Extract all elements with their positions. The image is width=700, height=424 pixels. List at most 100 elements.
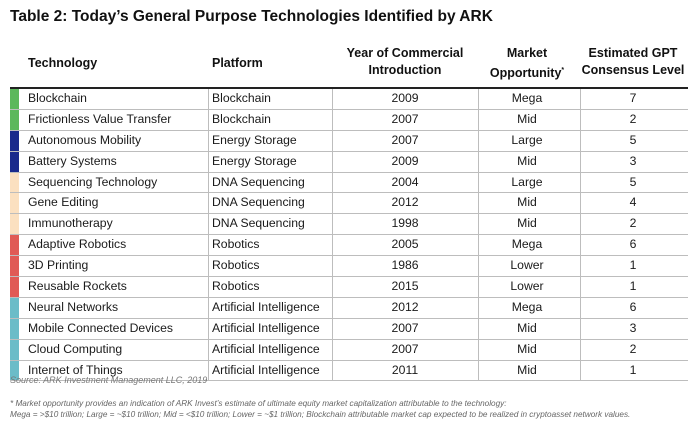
platform-color-bar xyxy=(10,130,19,151)
cell-technology: Gene Editing xyxy=(28,195,99,210)
cell-platform: Robotics xyxy=(212,237,260,252)
cell-platform: DNA Sequencing xyxy=(212,216,305,231)
column-divider xyxy=(478,109,479,130)
cell-platform: Artificial Intelligence xyxy=(212,299,320,314)
column-divider xyxy=(332,339,333,360)
column-divider xyxy=(332,235,333,256)
platform-color-bar xyxy=(10,151,19,172)
cell-market: Lower xyxy=(510,258,544,273)
cell-technology: Neural Networks xyxy=(28,299,119,314)
column-divider xyxy=(478,172,479,193)
cell-technology: Mobile Connected Devices xyxy=(28,320,173,335)
cell-year: 2004 xyxy=(391,174,419,189)
cell-platform: Artificial Intelligence xyxy=(212,362,320,377)
column-divider xyxy=(478,235,479,256)
column-divider xyxy=(332,277,333,297)
cell-technology: Sequencing Technology xyxy=(28,174,158,189)
column-divider xyxy=(478,130,479,151)
header-platform: Platform xyxy=(212,56,263,70)
cell-gpt-level: 1 xyxy=(629,362,637,377)
footnote-line1: * Market opportunity provides an indicat… xyxy=(10,399,507,408)
column-divider xyxy=(208,235,209,256)
table-row: Immunotherapy DNA Sequencing 1998 Mid 2 xyxy=(10,214,688,236)
table-row: Neural Networks Artificial Intelligence 20… xyxy=(10,297,688,319)
table-row: Gene Editing DNA Sequencing 2012 Mid 4 xyxy=(10,193,688,215)
cell-market: Mid xyxy=(517,195,537,210)
column-divider xyxy=(208,277,209,297)
cell-technology: Blockchain xyxy=(28,91,87,105)
header-gpt-line2: Consensus Level xyxy=(581,63,685,77)
cell-platform: Blockchain xyxy=(212,111,271,126)
cell-gpt-level: 5 xyxy=(629,132,637,147)
gpt-table: Technology Platform Year of Commercial I… xyxy=(10,40,688,382)
table-title: Table 2: Today’s General Purpose Technol… xyxy=(10,8,493,25)
cell-platform: Artificial Intelligence xyxy=(212,341,320,356)
table-row: Autonomous Mobility Energy Storage 2007 Lar… xyxy=(10,130,688,152)
platform-color-bar xyxy=(10,214,19,235)
cell-platform: Robotics xyxy=(212,279,260,294)
platform-color-bar xyxy=(10,172,19,193)
table-row: Internet of Things Artificial Intelligenc… xyxy=(10,360,688,382)
cell-year: 2009 xyxy=(391,153,419,168)
cell-gpt-level: 4 xyxy=(629,195,637,210)
cell-year: 2012 xyxy=(391,299,419,314)
header-gpt-line1: Estimated GPT xyxy=(588,46,678,60)
cell-market: Large xyxy=(511,174,543,189)
column-divider xyxy=(478,318,479,339)
cell-market: Mega xyxy=(511,299,543,314)
header-market-line2-wrap: Opportunity* xyxy=(472,62,582,82)
header-year-line2: Introduction xyxy=(368,63,442,77)
cell-year: 2012 xyxy=(391,195,419,210)
cell-technology: Cloud Computing xyxy=(28,341,123,356)
cell-market: Lower xyxy=(510,279,544,294)
platform-color-bar xyxy=(10,235,19,256)
cell-gpt-level: 2 xyxy=(629,111,637,126)
column-divider xyxy=(478,256,479,277)
column-divider xyxy=(208,256,209,277)
header-market-footnote-mark: * xyxy=(561,67,565,74)
column-divider xyxy=(332,109,333,130)
column-divider xyxy=(208,360,209,381)
cell-year: 2007 xyxy=(391,320,419,335)
platform-color-bar xyxy=(10,297,19,318)
column-divider xyxy=(580,318,581,339)
column-divider xyxy=(332,130,333,151)
column-divider xyxy=(332,256,333,277)
header-gpt: Estimated GPT Consensus Level xyxy=(578,45,688,79)
column-divider xyxy=(208,339,209,360)
cell-market: Large xyxy=(511,132,543,147)
cell-gpt-level: 2 xyxy=(629,216,637,231)
column-divider xyxy=(580,235,581,256)
platform-color-bar xyxy=(10,339,19,360)
cell-platform: Energy Storage xyxy=(212,153,297,168)
column-divider xyxy=(208,89,209,109)
column-divider xyxy=(580,151,581,172)
cell-market: Mega xyxy=(511,237,543,252)
cell-gpt-level: 5 xyxy=(629,174,637,189)
column-divider xyxy=(208,130,209,151)
cell-year: 2007 xyxy=(391,341,419,356)
column-divider xyxy=(208,318,209,339)
column-divider xyxy=(208,151,209,172)
column-divider xyxy=(208,214,209,235)
column-divider xyxy=(580,172,581,193)
column-divider xyxy=(478,214,479,235)
header-year: Year of Commercial Introduction xyxy=(330,45,480,79)
cell-market: Mid xyxy=(517,341,537,356)
column-divider xyxy=(332,172,333,193)
source-note: Source: ARK Investment Management LLC, 2… xyxy=(10,375,208,385)
column-divider xyxy=(332,360,333,381)
column-divider xyxy=(580,89,581,109)
cell-technology: Immunotherapy xyxy=(28,216,113,231)
cell-gpt-level: 3 xyxy=(629,320,637,335)
column-divider xyxy=(332,151,333,172)
column-divider xyxy=(580,109,581,130)
cell-gpt-level: 7 xyxy=(629,91,637,105)
cell-platform: Robotics xyxy=(212,258,260,273)
column-divider xyxy=(478,297,479,318)
column-divider xyxy=(580,193,581,214)
cell-technology: Internet of Things xyxy=(28,362,123,377)
table-row: Blockchain Blockchain 2009 Mega 7 xyxy=(10,89,688,110)
platform-color-bar xyxy=(10,277,19,297)
cell-year: 1986 xyxy=(391,258,419,273)
